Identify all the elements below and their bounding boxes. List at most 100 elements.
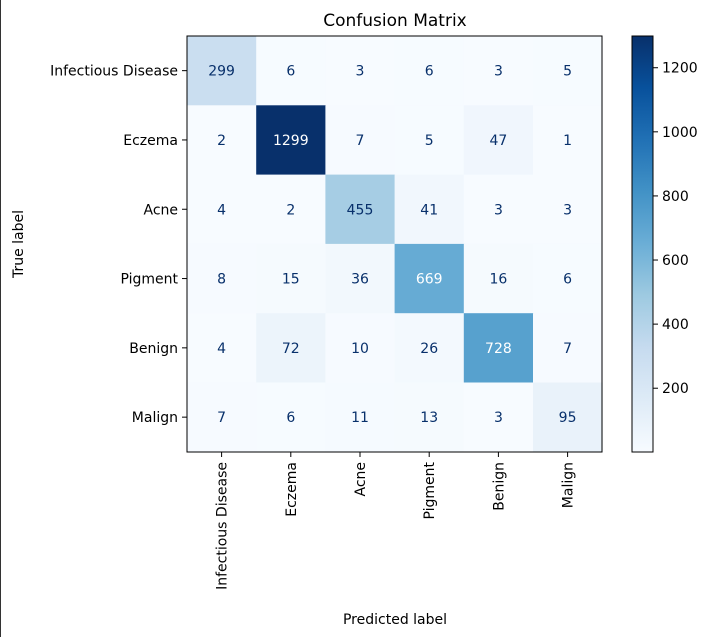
x-axis-ticks: Infectious Disease Eczema Acne Pigment Benig… <box>215 452 577 590</box>
colorbar-tick-label: 1200 <box>662 61 698 77</box>
chart-title: Confusion Matrix <box>323 11 467 31</box>
matrix-cell-value: 299 <box>208 64 235 80</box>
y-tick-label: Eczema <box>123 133 178 149</box>
x-tick-label: Infectious Disease <box>215 462 231 590</box>
matrix-cell-value: 3 <box>563 202 572 218</box>
matrix-cell <box>187 105 257 176</box>
matrix-cell-value: 36 <box>351 272 369 288</box>
window-left-edge <box>0 0 1 637</box>
matrix-cell-value: 47 <box>489 133 507 149</box>
matrix-cell-value: 41 <box>420 202 438 218</box>
x-tick-label: Acne <box>353 462 369 497</box>
matrix-cell <box>187 174 257 245</box>
matrix-cell <box>463 105 534 176</box>
matrix-cell <box>256 243 326 314</box>
y-tick-label: Malign <box>132 410 178 426</box>
y-axis-ticks: Infectious Disease Eczema Acne Pigment Benig… <box>50 64 187 426</box>
y-tick-label: Pigment <box>120 272 178 288</box>
matrix-cell-value: 11 <box>351 410 369 426</box>
matrix-cell-value: 5 <box>425 133 434 149</box>
matrix-cell-value: 4 <box>217 202 226 218</box>
matrix-cell <box>533 36 603 106</box>
matrix-cell-value: 3 <box>494 202 503 218</box>
matrix-cells <box>187 36 603 453</box>
matrix-cell-value: 6 <box>563 272 572 288</box>
x-tick-label: Eczema <box>284 462 300 517</box>
matrix-cell <box>463 382 534 453</box>
matrix-cell-value: 7 <box>356 133 365 149</box>
matrix-cell <box>533 174 603 245</box>
colorbar-tick-label: 400 <box>662 317 689 333</box>
matrix-cell-value: 15 <box>282 272 300 288</box>
matrix-cell <box>463 174 534 245</box>
matrix-cell <box>256 313 326 383</box>
matrix-cell <box>394 382 465 453</box>
matrix-cell <box>325 382 396 453</box>
matrix-cell-value: 16 <box>489 272 507 288</box>
x-axis-label: Predicted label <box>343 612 447 628</box>
matrix-cell-value: 3 <box>494 64 503 80</box>
matrix-cell <box>394 243 465 314</box>
matrix-cell <box>394 174 465 245</box>
colorbar <box>631 35 654 453</box>
matrix-frame <box>186 35 603 453</box>
matrix-cell <box>533 105 603 176</box>
matrix-cell-value: 13 <box>420 410 438 426</box>
matrix-cell <box>463 313 534 383</box>
matrix-cell <box>394 36 465 106</box>
matrix-cell-value: 8 <box>217 272 226 288</box>
matrix-cell <box>187 382 257 453</box>
matrix-cell <box>533 382 603 453</box>
x-tick-label: Benign <box>491 462 507 511</box>
matrix-cell <box>325 105 396 176</box>
matrix-cell <box>256 174 326 245</box>
matrix-cell-value: 6 <box>425 64 434 80</box>
matrix-cell <box>325 313 396 383</box>
x-tick-label: Malign <box>561 462 577 508</box>
matrix-cell-value: 4 <box>217 341 226 357</box>
matrix-cell-value: 2 <box>286 202 295 218</box>
matrix-cell-value: 6 <box>286 64 295 80</box>
matrix-cell <box>325 174 396 245</box>
matrix-cell <box>394 105 465 176</box>
matrix-cell-value: 7 <box>563 341 572 357</box>
matrix-cell-value: 10 <box>351 341 369 357</box>
matrix-cell-value: 669 <box>416 272 443 288</box>
y-tick-label: Acne <box>143 202 178 218</box>
x-tick-label: Pigment <box>422 461 438 519</box>
matrix-cell-value: 6 <box>286 410 295 426</box>
matrix-cell <box>256 382 326 453</box>
matrix-cell-value: 7 <box>217 410 226 426</box>
matrix-cell-value: 3 <box>494 410 503 426</box>
colorbar-tick-label: 800 <box>662 189 689 205</box>
matrix-cell <box>256 36 326 106</box>
y-axis-label: True label <box>11 210 27 279</box>
matrix-cell-value: 95 <box>559 410 577 426</box>
matrix-cell <box>325 36 396 106</box>
matrix-cell <box>187 243 257 314</box>
matrix-cell-value: 2 <box>217 133 226 149</box>
colorbar-tick-label: 200 <box>662 381 689 397</box>
matrix-cell <box>187 36 257 106</box>
matrix-cell <box>394 313 465 383</box>
colorbar-tick-label: 1000 <box>662 125 698 141</box>
matrix-cell-value: 728 <box>485 341 512 357</box>
matrix-cell-value: 26 <box>420 341 438 357</box>
matrix-cell-value: 1299 <box>273 133 309 149</box>
matrix-cell <box>463 243 534 314</box>
matrix-cell-value: 72 <box>282 341 300 357</box>
y-tick-label: Benign <box>129 341 178 357</box>
matrix-cell-labels: 299 6 3 6 3 52 1299 7 5 47 14 2 455 41 3 38 15 36 669 16 64 7… <box>208 64 577 426</box>
matrix-cell <box>187 313 257 383</box>
y-tick-label: Infectious Disease <box>50 64 178 80</box>
matrix-cell-value: 455 <box>347 202 374 218</box>
matrix-cell <box>533 313 603 383</box>
matrix-cell <box>325 243 396 314</box>
matrix-cell <box>256 105 326 176</box>
colorbar-tick-label: 600 <box>662 253 689 269</box>
matrix-cell-value: 1 <box>563 133 572 149</box>
matrix-cell-value: 3 <box>356 64 365 80</box>
colorbar-ticks: 200 400 600 800 1000 1200 <box>653 61 698 397</box>
matrix-cell <box>533 243 603 314</box>
